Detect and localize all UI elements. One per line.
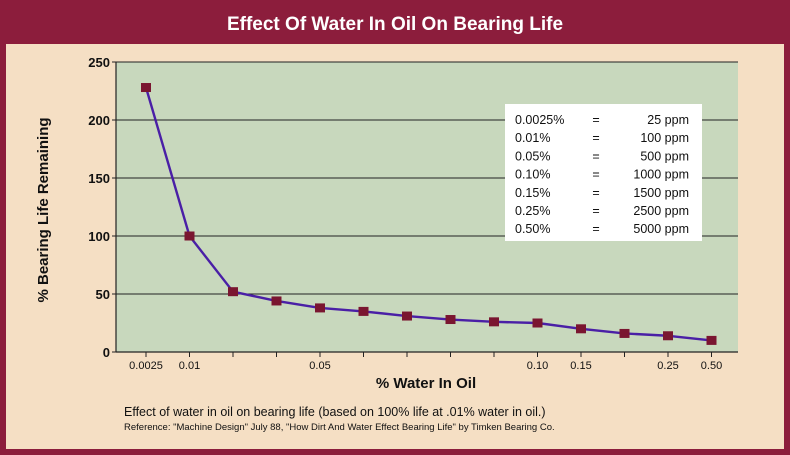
reference: Reference: "Machine Design" July 88, "Ho… xyxy=(124,422,555,433)
data-point xyxy=(315,303,325,313)
data-point xyxy=(141,83,151,93)
conversion-percent: 0.05% xyxy=(515,149,550,163)
series-line xyxy=(144,87,712,342)
conversion-equals: = xyxy=(592,168,599,182)
y-axis-title: % Bearing Life Remaining xyxy=(35,117,52,302)
conversion-ppm: 500 ppm xyxy=(640,149,689,163)
x-tick-label: 0.10 xyxy=(527,360,548,372)
conversion-ppm: 1000 ppm xyxy=(633,168,689,182)
data-point xyxy=(402,311,412,321)
x-axis-title: % Water In Oil xyxy=(376,375,476,392)
data-point xyxy=(489,317,499,327)
conversion-equals: = xyxy=(592,149,599,163)
conversion-ppm: 25 ppm xyxy=(647,113,689,127)
data-point xyxy=(619,328,630,338)
conversion-percent: 0.10% xyxy=(515,168,550,182)
conversion-percent: 0.50% xyxy=(515,222,550,236)
conversion-equals: = xyxy=(592,204,599,218)
conversion-ppm: 100 ppm xyxy=(640,131,689,145)
conversion-equals: = xyxy=(592,186,599,200)
y-tick-label: 150 xyxy=(88,171,110,186)
data-point xyxy=(576,324,586,334)
data-point xyxy=(358,306,369,316)
data-point xyxy=(271,296,282,306)
data-point xyxy=(445,315,456,325)
data-point xyxy=(184,231,195,241)
conversion-ppm: 1500 ppm xyxy=(633,186,689,200)
conversion-equals: = xyxy=(592,113,599,127)
chart-title: Effect Of Water In Oil On Bearing Life xyxy=(6,6,784,44)
conversion-percent: 0.25% xyxy=(515,204,550,218)
data-point xyxy=(228,287,238,297)
data-point xyxy=(706,335,717,345)
x-tick-label: 0.0025 xyxy=(129,360,163,372)
conversion-percent: 0.0025% xyxy=(515,113,564,127)
y-tick-label: 100 xyxy=(88,229,110,244)
x-tick-label: 0.15 xyxy=(570,360,591,372)
y-tick-label: 250 xyxy=(88,55,110,70)
conversion-ppm: 2500 ppm xyxy=(633,204,689,218)
x-tick-label: 0.05 xyxy=(309,360,330,372)
conversion-table xyxy=(505,104,702,241)
y-tick-label: 50 xyxy=(96,287,110,302)
data-point xyxy=(532,318,543,328)
y-tick-label: 0 xyxy=(103,345,110,360)
conversion-equals: = xyxy=(592,222,599,236)
y-tick-label: 200 xyxy=(88,113,110,128)
conversion-percent: 0.15% xyxy=(515,186,550,200)
data-point xyxy=(663,331,673,341)
conversion-ppm: 5000 ppm xyxy=(633,222,689,236)
x-tick-label: 0.25 xyxy=(657,360,678,372)
conversion-percent: 0.01% xyxy=(515,131,550,145)
x-tick-label: 0.50 xyxy=(701,360,722,372)
x-tick-label: 0.01 xyxy=(179,360,200,372)
conversion-equals: = xyxy=(592,131,599,145)
caption: Effect of water in oil on bearing life (… xyxy=(124,405,546,419)
